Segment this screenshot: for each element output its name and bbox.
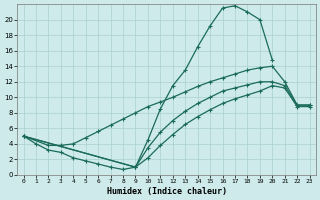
X-axis label: Humidex (Indice chaleur): Humidex (Indice chaleur) — [107, 187, 227, 196]
